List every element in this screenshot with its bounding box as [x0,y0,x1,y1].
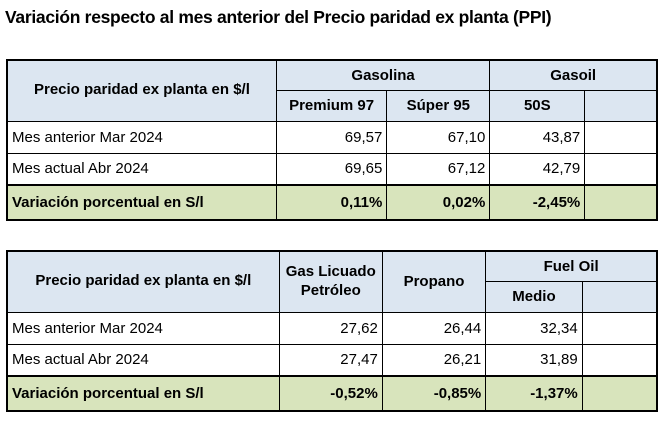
data-cell: 26,44 [381,311,487,345]
data-cell-clipped [584,120,658,154]
group-header-fuel-oil: Fuel Oil [485,250,658,282]
table-row-mes-anterior: Mes anterior Mar 2024 27,62 26,44 32,34 [6,311,658,345]
data-cell: 42,79 [489,152,586,186]
row-label: Mes actual Abr 2024 [6,343,280,377]
data-cell-clipped [581,311,658,345]
group-header-row: Precio paridad ex planta en $/l Gas Licu… [6,250,658,313]
column-header-row: Medio [7,280,658,313]
data-cell: 26,21 [381,343,487,377]
ppi-table-gasolina-gasoil: Precio paridad ex planta en $/l Gasolina… [6,59,658,221]
data-cell-clipped [581,343,658,377]
col-header-gas-licuado-petroleo: Gas Licuado Petróleo [278,250,383,313]
table-row-mes-actual: Mes actual Abr 2024 27,47 26,21 31,89 [6,343,658,377]
data-cell: 43,87 [489,120,586,154]
variation-cell: -0,52% [278,375,383,412]
ppi-table-glp-propano-fueloil: Precio paridad ex planta en $/l Gas Licu… [6,250,658,412]
col-header-premium-97: Premium 97 [275,89,388,122]
table-row-mes-actual: Mes actual Abr 2024 69,65 67,12 42,79 [6,152,658,186]
row-label: Variación porcentual en S/l [6,375,280,412]
group-header-gasolina: Gasolina [275,59,491,91]
column-header-row: Premium 97 Súper 95 50S [7,89,658,122]
table-row-variacion: Variación porcentual en S/l 0,11% 0,02% … [6,184,658,221]
data-cell: 69,65 [275,152,388,186]
page-title: Variación respecto al mes anterior del P… [5,7,552,27]
variation-cell-clipped [584,184,658,221]
data-cell: 27,62 [278,311,383,345]
variation-cell-clipped [581,375,658,412]
row-label: Mes anterior Mar 2024 [6,120,277,154]
col-header-super-95: Súper 95 [386,89,491,122]
data-cell: 69,57 [275,120,388,154]
variation-cell: -1,37% [485,375,583,412]
col-header-clipped [581,280,658,313]
variation-cell: -2,45% [489,184,586,221]
data-cell: 67,12 [386,152,491,186]
corner-header: Precio paridad ex planta en $/l [6,59,277,122]
row-label: Mes anterior Mar 2024 [6,311,280,345]
table-row-mes-anterior: Mes anterior Mar 2024 69,57 67,10 43,87 [6,120,658,154]
variation-cell: 0,11% [275,184,388,221]
col-header-50s: 50S [489,89,586,122]
row-label: Variación porcentual en S/l [6,184,277,221]
row-label: Mes actual Abr 2024 [6,152,277,186]
data-cell-clipped [584,152,658,186]
variation-cell: 0,02% [386,184,491,221]
col-header-clipped [584,89,658,122]
group-header-gasoil: Gasoil [489,59,658,91]
table-row-variacion: Variación porcentual en S/l -0,52% -0,85… [6,375,658,412]
data-cell: 27,47 [278,343,383,377]
variation-cell: -0,85% [381,375,487,412]
col-header-medio: Medio [485,280,583,313]
col-header-propano: Propano [381,250,487,313]
data-cell: 67,10 [386,120,491,154]
data-cell: 31,89 [485,343,583,377]
corner-header: Precio paridad ex planta en $/l [6,250,280,313]
group-header-row: Precio paridad ex planta en $/l Gasolina… [6,59,658,122]
data-cell: 32,34 [485,311,583,345]
